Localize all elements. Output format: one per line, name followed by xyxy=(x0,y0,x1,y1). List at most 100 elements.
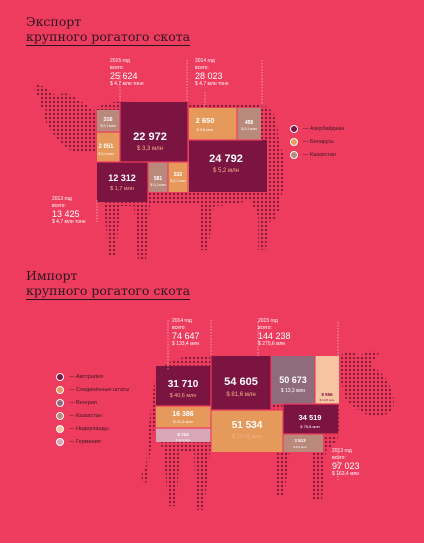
import-val-2: 50 673 xyxy=(279,375,307,385)
import-cell-australia-2015[interactable] xyxy=(211,356,271,410)
import-2015-money: $ 270,6 млн xyxy=(258,341,286,347)
import-val-1: 54 605 xyxy=(224,376,258,388)
export-legend: — Азербайджан — Беларусь — Казахстан xyxy=(290,122,344,161)
export-2015-money: $ 4,7 млн тонн xyxy=(110,81,144,87)
import-legend-item-4: — Нидерланды xyxy=(56,422,129,435)
export-val-0: 22 972 xyxy=(133,131,167,143)
export-2013-total: 13 425 xyxy=(52,209,80,219)
import-title: Импорт крупного рогатого скота xyxy=(26,268,191,300)
export-2014-money: $ 4,7 млн тонн xyxy=(195,81,229,87)
export-2014-label: 2014 год всего: 28 023 $ 4,7 млн тонн xyxy=(195,58,229,88)
export-2013-year: 2013 год xyxy=(52,196,72,202)
export-money-2: $ 0,4 млн xyxy=(98,152,113,156)
legend-dot-icon xyxy=(56,411,64,420)
export-cell-belarus-2014[interactable] xyxy=(189,108,237,140)
import-legend-label-3: — Казахстан xyxy=(69,412,102,419)
import-legend-item-5: — Германия xyxy=(56,435,129,448)
import-2014-sub: всего: xyxy=(172,324,186,331)
export-2014-total: 28 023 xyxy=(195,71,223,81)
export-title-line2: крупного рогатого скота xyxy=(26,29,191,46)
export-money-4: $ 0,1 млн xyxy=(241,127,256,131)
export-2014-year: 2014 год xyxy=(195,58,215,64)
export-cell-azerbaijan-2015[interactable] xyxy=(120,102,188,162)
export-money-6: $ 1,7 млн xyxy=(110,186,134,192)
export-cell-azerbaijan-2014[interactable] xyxy=(189,140,267,192)
import-cell-hungary-2015[interactable] xyxy=(271,356,315,404)
import-2014-label: 2014 год всего: 74 647 $ 133,4 млн xyxy=(172,318,200,348)
import-legend-label-4: — Нидерланды xyxy=(69,425,109,432)
export-2015-year: 2015 год xyxy=(110,58,130,64)
import-money-6: $ 13,2 млн xyxy=(176,438,191,442)
import-cell-usa-2015[interactable] xyxy=(211,410,283,452)
import-2013-year: 2013 год xyxy=(332,448,352,454)
export-money-8: $ 0,1 млн xyxy=(170,179,185,183)
import-cell-usa-2014[interactable] xyxy=(156,406,211,428)
import-2013-sub: всего: xyxy=(332,454,346,461)
import-val-8: 8 956 xyxy=(321,392,333,397)
export-2013-money: $ 4,7 млн тонн xyxy=(52,219,86,225)
export-title: Экспорт крупного рогатого скота xyxy=(26,14,191,46)
import-2013-total: 97 023 xyxy=(332,461,360,471)
export-cell-kazakhstan-2015[interactable] xyxy=(97,110,120,132)
import-legend-item-3: — Казахстан xyxy=(56,409,129,422)
import-legend-item-2: — Венгрия xyxy=(56,396,129,409)
import-legend-item-1: — Соединённые штаты xyxy=(56,383,129,396)
import-val-0: 31 710 xyxy=(168,379,199,390)
export-val-3: 2 650 xyxy=(196,116,215,125)
legend-dot-icon xyxy=(290,124,298,133)
export-legend-label-1: — Беларусь xyxy=(303,138,335,145)
import-money-3: $ 21,0 млн xyxy=(173,419,193,424)
import-legend: — Австралия — Соединённые штаты — Венгри… xyxy=(56,370,129,448)
import-2014-money: $ 133,4 млн xyxy=(172,341,200,347)
import-val-7: 3 513 xyxy=(294,438,306,443)
import-title-line2: крупного рогатого скота xyxy=(26,283,191,300)
export-cell-belarus-2013[interactable] xyxy=(168,162,189,192)
legend-dot-icon xyxy=(56,385,64,394)
legend-dot-icon xyxy=(290,150,298,159)
import-legend-label-5: — Германия xyxy=(69,438,101,445)
export-legend-label-0: — Азербайджан xyxy=(303,125,345,132)
export-legend-item-2: — Казахстан xyxy=(290,148,344,161)
import-val-3: 16 386 xyxy=(172,411,194,418)
export-cell-kazakhstan-2014[interactable] xyxy=(237,108,261,140)
export-cell-azerbaijan-2013[interactable] xyxy=(97,162,148,202)
import-2013-money: $ 163,4 млн xyxy=(332,471,360,477)
import-val-5: 34 519 xyxy=(299,413,322,422)
import-legend-item-0: — Австралия xyxy=(56,370,129,383)
import-cell-kazakhstan-2013[interactable] xyxy=(283,434,323,452)
export-val-2: 2 051 xyxy=(98,144,114,150)
import-2014-total: 74 647 xyxy=(172,331,200,341)
import-cell-germany-2014[interactable] xyxy=(156,428,211,442)
export-money-0: $ 3,3 млн xyxy=(137,146,163,152)
export-title-line1: Экспорт xyxy=(26,14,82,29)
import-cell-netherlands-2015[interactable] xyxy=(315,356,339,404)
import-cell-australia-2013[interactable] xyxy=(283,404,338,434)
export-money-3: $ 0,6 млн xyxy=(197,128,213,132)
export-val-8: 532 xyxy=(174,172,183,178)
import-2015-sub: всего: xyxy=(258,324,272,331)
import-cow-head xyxy=(336,350,394,417)
legend-dot-icon xyxy=(56,372,64,381)
import-2015-year: 2015 год xyxy=(258,318,278,324)
export-cow-head xyxy=(34,84,98,153)
export-2013-sub: всего: xyxy=(52,202,66,209)
import-money-7: $ 5,2 млн xyxy=(294,445,307,449)
legend-dot-icon xyxy=(290,137,298,146)
export-money-1: $ 0,1 млн xyxy=(100,124,115,128)
export-cell-belarus-2015[interactable] xyxy=(97,132,120,162)
import-money-8: $ 13,8 млн xyxy=(320,398,335,402)
import-money-2: $ 13,3 млн xyxy=(281,388,306,394)
export-val-7: 581 xyxy=(154,176,163,182)
export-legend-label-2: — Казахстан xyxy=(303,151,336,158)
export-val-6: 12 312 xyxy=(108,173,136,183)
import-title-line1: Импорт xyxy=(26,268,78,283)
export-money-5: $ 5,2 млн xyxy=(213,168,239,174)
export-val-1: 316 xyxy=(103,117,112,123)
export-money-7: $ 0,1 млн xyxy=(150,183,165,187)
export-cell-kazakhstan-2013[interactable] xyxy=(148,162,168,192)
import-cell-australia-2014[interactable] xyxy=(156,366,211,406)
import-2015-total: 144 238 xyxy=(258,331,291,341)
legend-dot-icon xyxy=(56,437,64,446)
import-legend-label-2: — Венгрия xyxy=(69,399,97,406)
